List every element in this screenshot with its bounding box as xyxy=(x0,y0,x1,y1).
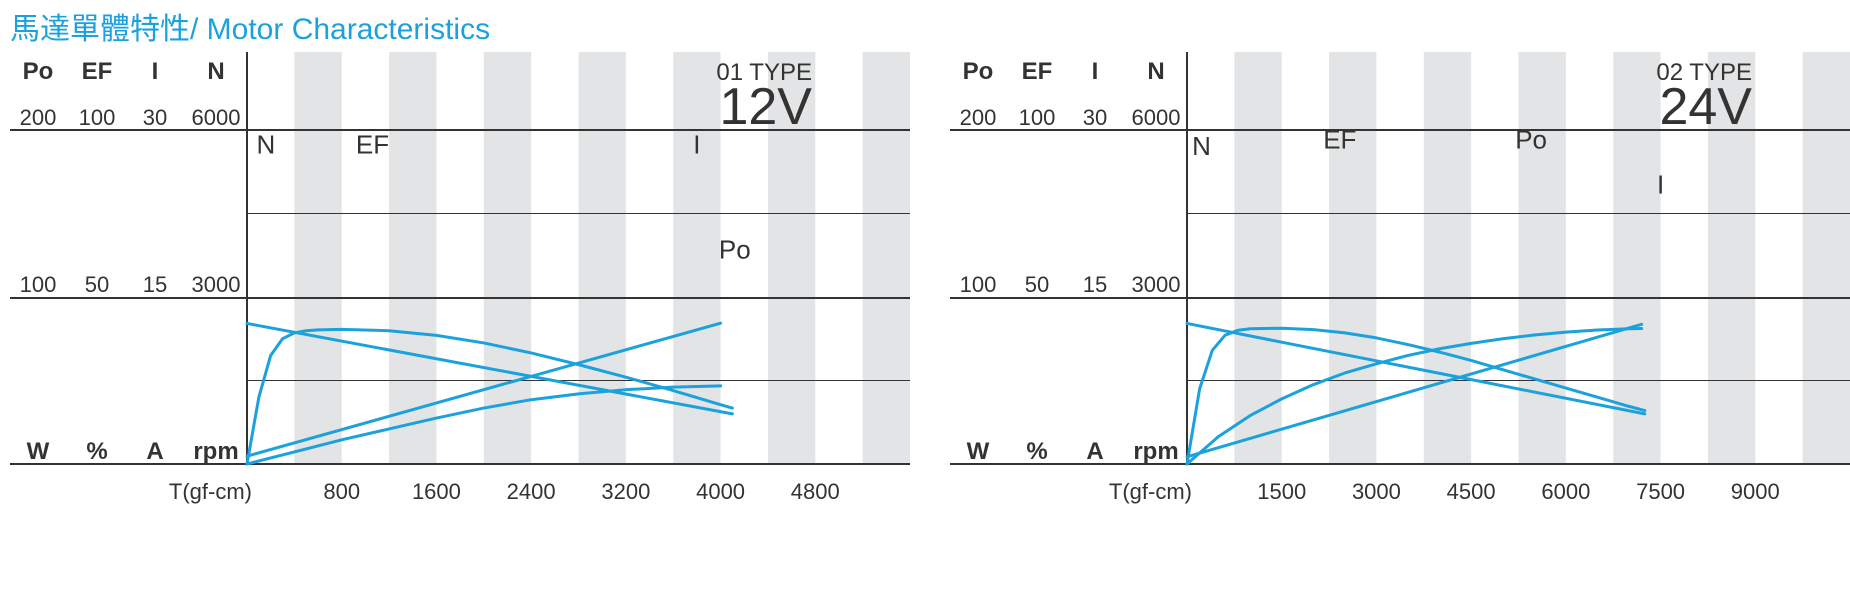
grid-band xyxy=(578,52,626,464)
page-title: 馬達單體特性/ Motor Characteristics xyxy=(10,13,491,46)
scale-mid-value: 100 xyxy=(960,272,997,297)
grid-band xyxy=(1613,52,1661,464)
x-tick-label: 2400 xyxy=(507,479,556,504)
x-axis-title: T(gf-cm) xyxy=(169,479,252,504)
curve-label-ef: EF xyxy=(356,129,389,159)
x-tick-label: 3000 xyxy=(1352,479,1401,504)
scale-top-value: 200 xyxy=(960,105,997,130)
curve-label-i: I xyxy=(1657,169,1664,199)
grid-band xyxy=(1234,52,1282,464)
x-axis-title: T(gf-cm) xyxy=(1109,479,1192,504)
scale-top-value: 6000 xyxy=(1132,105,1181,130)
column-header: N xyxy=(1147,58,1164,85)
curve-label-po: Po xyxy=(719,235,751,265)
x-tick-label: 1600 xyxy=(412,479,461,504)
grid-band xyxy=(483,52,532,464)
series-po-line xyxy=(1185,326,1644,466)
scale-mid-value: 50 xyxy=(85,272,109,297)
series-po-line xyxy=(245,384,723,466)
scale-top-value: 100 xyxy=(79,105,116,130)
x-tick-label: 1500 xyxy=(1257,479,1306,504)
voltage-label: 24V xyxy=(1659,78,1752,136)
unit-label: A xyxy=(146,438,163,465)
series-n-line xyxy=(1185,321,1647,416)
curve-group xyxy=(245,321,734,466)
x-tick-label: 4800 xyxy=(791,479,840,504)
scale-mid-value: 15 xyxy=(143,272,167,297)
x-tick-label: 800 xyxy=(323,479,360,504)
curve-label-i: I xyxy=(693,129,700,159)
grid-band xyxy=(1423,52,1472,464)
scale-top-value: 30 xyxy=(1083,105,1107,130)
series-ef-line xyxy=(1185,326,1647,466)
curve-label-n: N xyxy=(1192,131,1211,161)
band-group xyxy=(294,52,910,464)
x-tick-label: 3200 xyxy=(601,479,650,504)
type-label: 02 TYPE xyxy=(1656,59,1752,86)
curve-label-n: N xyxy=(257,129,276,159)
scale-top-value: 6000 xyxy=(192,105,241,130)
scale-mid-value: 3000 xyxy=(192,272,241,297)
column-header: Po xyxy=(23,58,54,85)
grid-band xyxy=(389,52,437,464)
x-tick-label: 6000 xyxy=(1541,479,1590,504)
grid-band xyxy=(862,52,910,464)
curve-label-po: Po xyxy=(1515,124,1547,154)
grid-band xyxy=(1329,52,1377,464)
grid-band xyxy=(673,52,721,464)
column-header: Po xyxy=(963,58,994,85)
type-label: 01 TYPE xyxy=(716,59,812,86)
unit-label: rpm xyxy=(193,438,238,465)
scale-top-value: 100 xyxy=(1019,105,1056,130)
scale-mid-value: 15 xyxy=(1083,272,1107,297)
series-i-line xyxy=(1185,322,1644,459)
curve-label-ef: EF xyxy=(1323,124,1356,154)
grid-band xyxy=(294,52,342,464)
column-header: I xyxy=(1092,58,1099,85)
series-ef-line xyxy=(245,327,734,466)
grid-band xyxy=(767,52,816,464)
column-header: I xyxy=(152,58,159,85)
grid-band xyxy=(1707,52,1756,464)
x-tick-label: 4000 xyxy=(696,479,745,504)
unit-label: W xyxy=(967,438,990,465)
column-header: EF xyxy=(82,58,113,85)
band-group xyxy=(1234,52,1850,464)
x-tick-label: 4500 xyxy=(1447,479,1496,504)
unit-label: % xyxy=(1026,438,1047,465)
x-tick-label: 7500 xyxy=(1636,479,1685,504)
column-header: EF xyxy=(1022,58,1053,85)
unit-label: A xyxy=(1086,438,1103,465)
column-header: N xyxy=(207,58,224,85)
unit-label: W xyxy=(27,438,50,465)
unit-label: % xyxy=(86,438,107,465)
voltage-label: 12V xyxy=(719,78,812,136)
unit-label: rpm xyxy=(1133,438,1178,465)
scale-top-value: 30 xyxy=(143,105,167,130)
scale-top-value: 200 xyxy=(20,105,57,130)
scale-mid-value: 3000 xyxy=(1132,272,1181,297)
series-i-line xyxy=(245,321,723,458)
series-n-line xyxy=(245,321,734,416)
grid-band xyxy=(1802,52,1850,464)
grid-band xyxy=(1518,52,1566,464)
curve-group xyxy=(1185,321,1647,466)
scale-mid-value: 50 xyxy=(1025,272,1049,297)
x-tick-label: 9000 xyxy=(1731,479,1780,504)
scale-mid-value: 100 xyxy=(20,272,57,297)
